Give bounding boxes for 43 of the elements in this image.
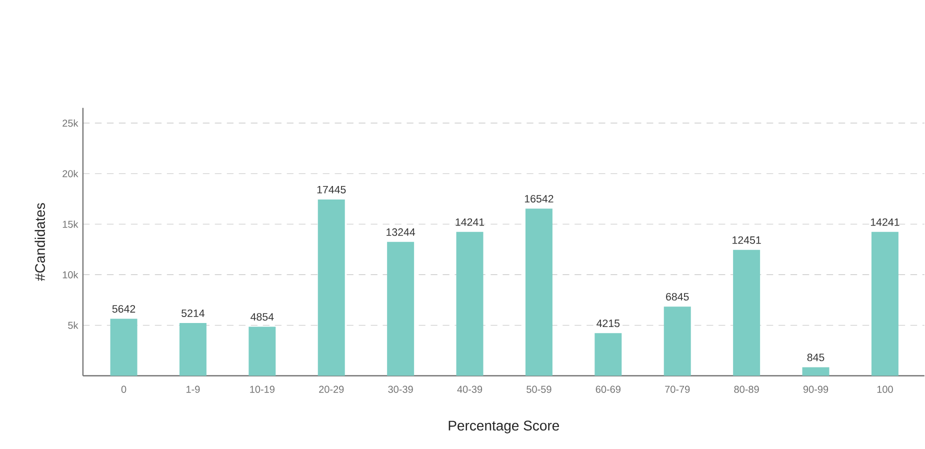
bar [594, 333, 622, 376]
x-tick-label: 50-59 [526, 386, 552, 394]
data-label: 14241 [870, 218, 900, 226]
bar [110, 318, 138, 376]
data-label: 16542 [524, 195, 554, 203]
data-label: 5642 [112, 305, 136, 313]
x-tick-label: 1-9 [186, 386, 200, 394]
y-tick-label: 5k [68, 322, 78, 330]
data-label: 6845 [666, 293, 689, 301]
data-label: 13244 [386, 228, 416, 236]
data-label: 4215 [596, 320, 620, 328]
x-tick-label: 10-19 [250, 386, 274, 394]
x-tick-label: 80-89 [734, 386, 759, 394]
y-tick-label: 25k [62, 120, 78, 127]
data-label: 17445 [317, 186, 346, 194]
x-tick-label: 0 [121, 386, 126, 394]
x-tick-label: 100 [877, 386, 893, 394]
x-axis-title: Percentage Score [448, 420, 560, 434]
bar [733, 250, 760, 376]
x-tick-label: 70-79 [665, 386, 690, 394]
data-label: 12451 [732, 236, 761, 244]
bar [318, 200, 345, 376]
x-tick-label: 60-69 [596, 386, 620, 394]
y-tick-label: 15k [62, 220, 78, 228]
x-tick-label: 40-39 [457, 386, 482, 394]
bar [179, 323, 206, 376]
data-label: 845 [807, 354, 824, 362]
bar [802, 367, 830, 376]
x-tick-label: 90-99 [803, 386, 828, 394]
y-tick-label: 20k [62, 170, 78, 178]
bar [871, 232, 898, 376]
y-axis-title: #Candidates [34, 203, 45, 282]
y-tick-label: 10k [62, 271, 78, 278]
data-label: 4854 [250, 313, 274, 321]
bar [456, 232, 484, 376]
x-tick-label: 20-29 [319, 386, 344, 394]
bar [248, 326, 276, 376]
data-label: 14241 [456, 218, 484, 226]
bar [664, 306, 691, 376]
bar [525, 208, 552, 376]
bar [387, 242, 414, 376]
data-label: 5214 [182, 310, 205, 318]
x-tick-label: 30-39 [388, 386, 413, 394]
